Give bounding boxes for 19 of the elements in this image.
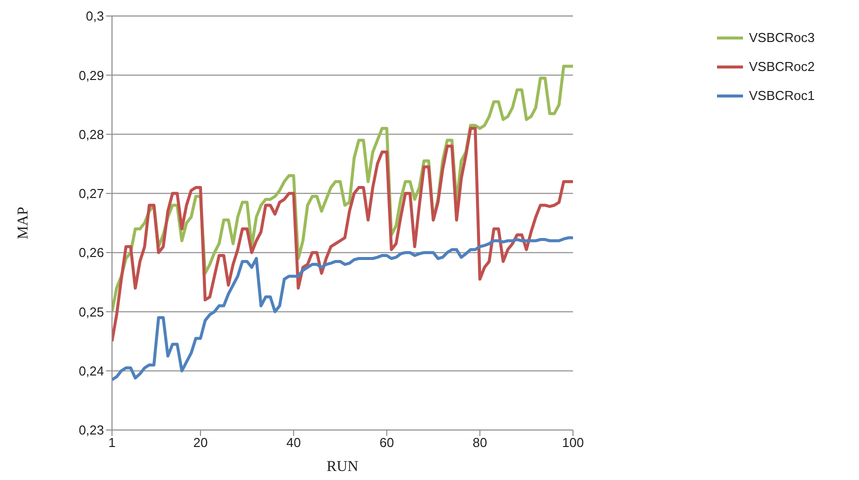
y-tick-label: 0,3: [86, 8, 104, 24]
legend-label: VSBCRoc1: [749, 88, 815, 103]
y-tick-label: 0,23: [78, 422, 104, 438]
y-axis-title: MAP: [15, 206, 32, 240]
y-tick-label: 0,27: [78, 186, 104, 202]
y-tick-label: 0,26: [78, 245, 104, 260]
y-tick-label: 0,24: [78, 363, 104, 378]
x-tick-label: 20: [193, 435, 208, 450]
x-tick-label: 1: [108, 435, 116, 450]
x-tick-label: 60: [380, 435, 394, 450]
x-tick-label: 100: [562, 435, 584, 450]
y-tick-label: 0,28: [78, 126, 104, 142]
x-tick-label: 40: [286, 435, 301, 450]
x-axis-title: RUN: [326, 459, 358, 475]
y-tick-label: 0,25: [78, 304, 104, 320]
x-tick-label: 80: [472, 435, 488, 450]
legend-label: VSBCRoc3: [749, 30, 815, 45]
legend-label: VSBCRoc2: [749, 59, 815, 74]
y-tick-label: 0,29: [78, 68, 104, 83]
